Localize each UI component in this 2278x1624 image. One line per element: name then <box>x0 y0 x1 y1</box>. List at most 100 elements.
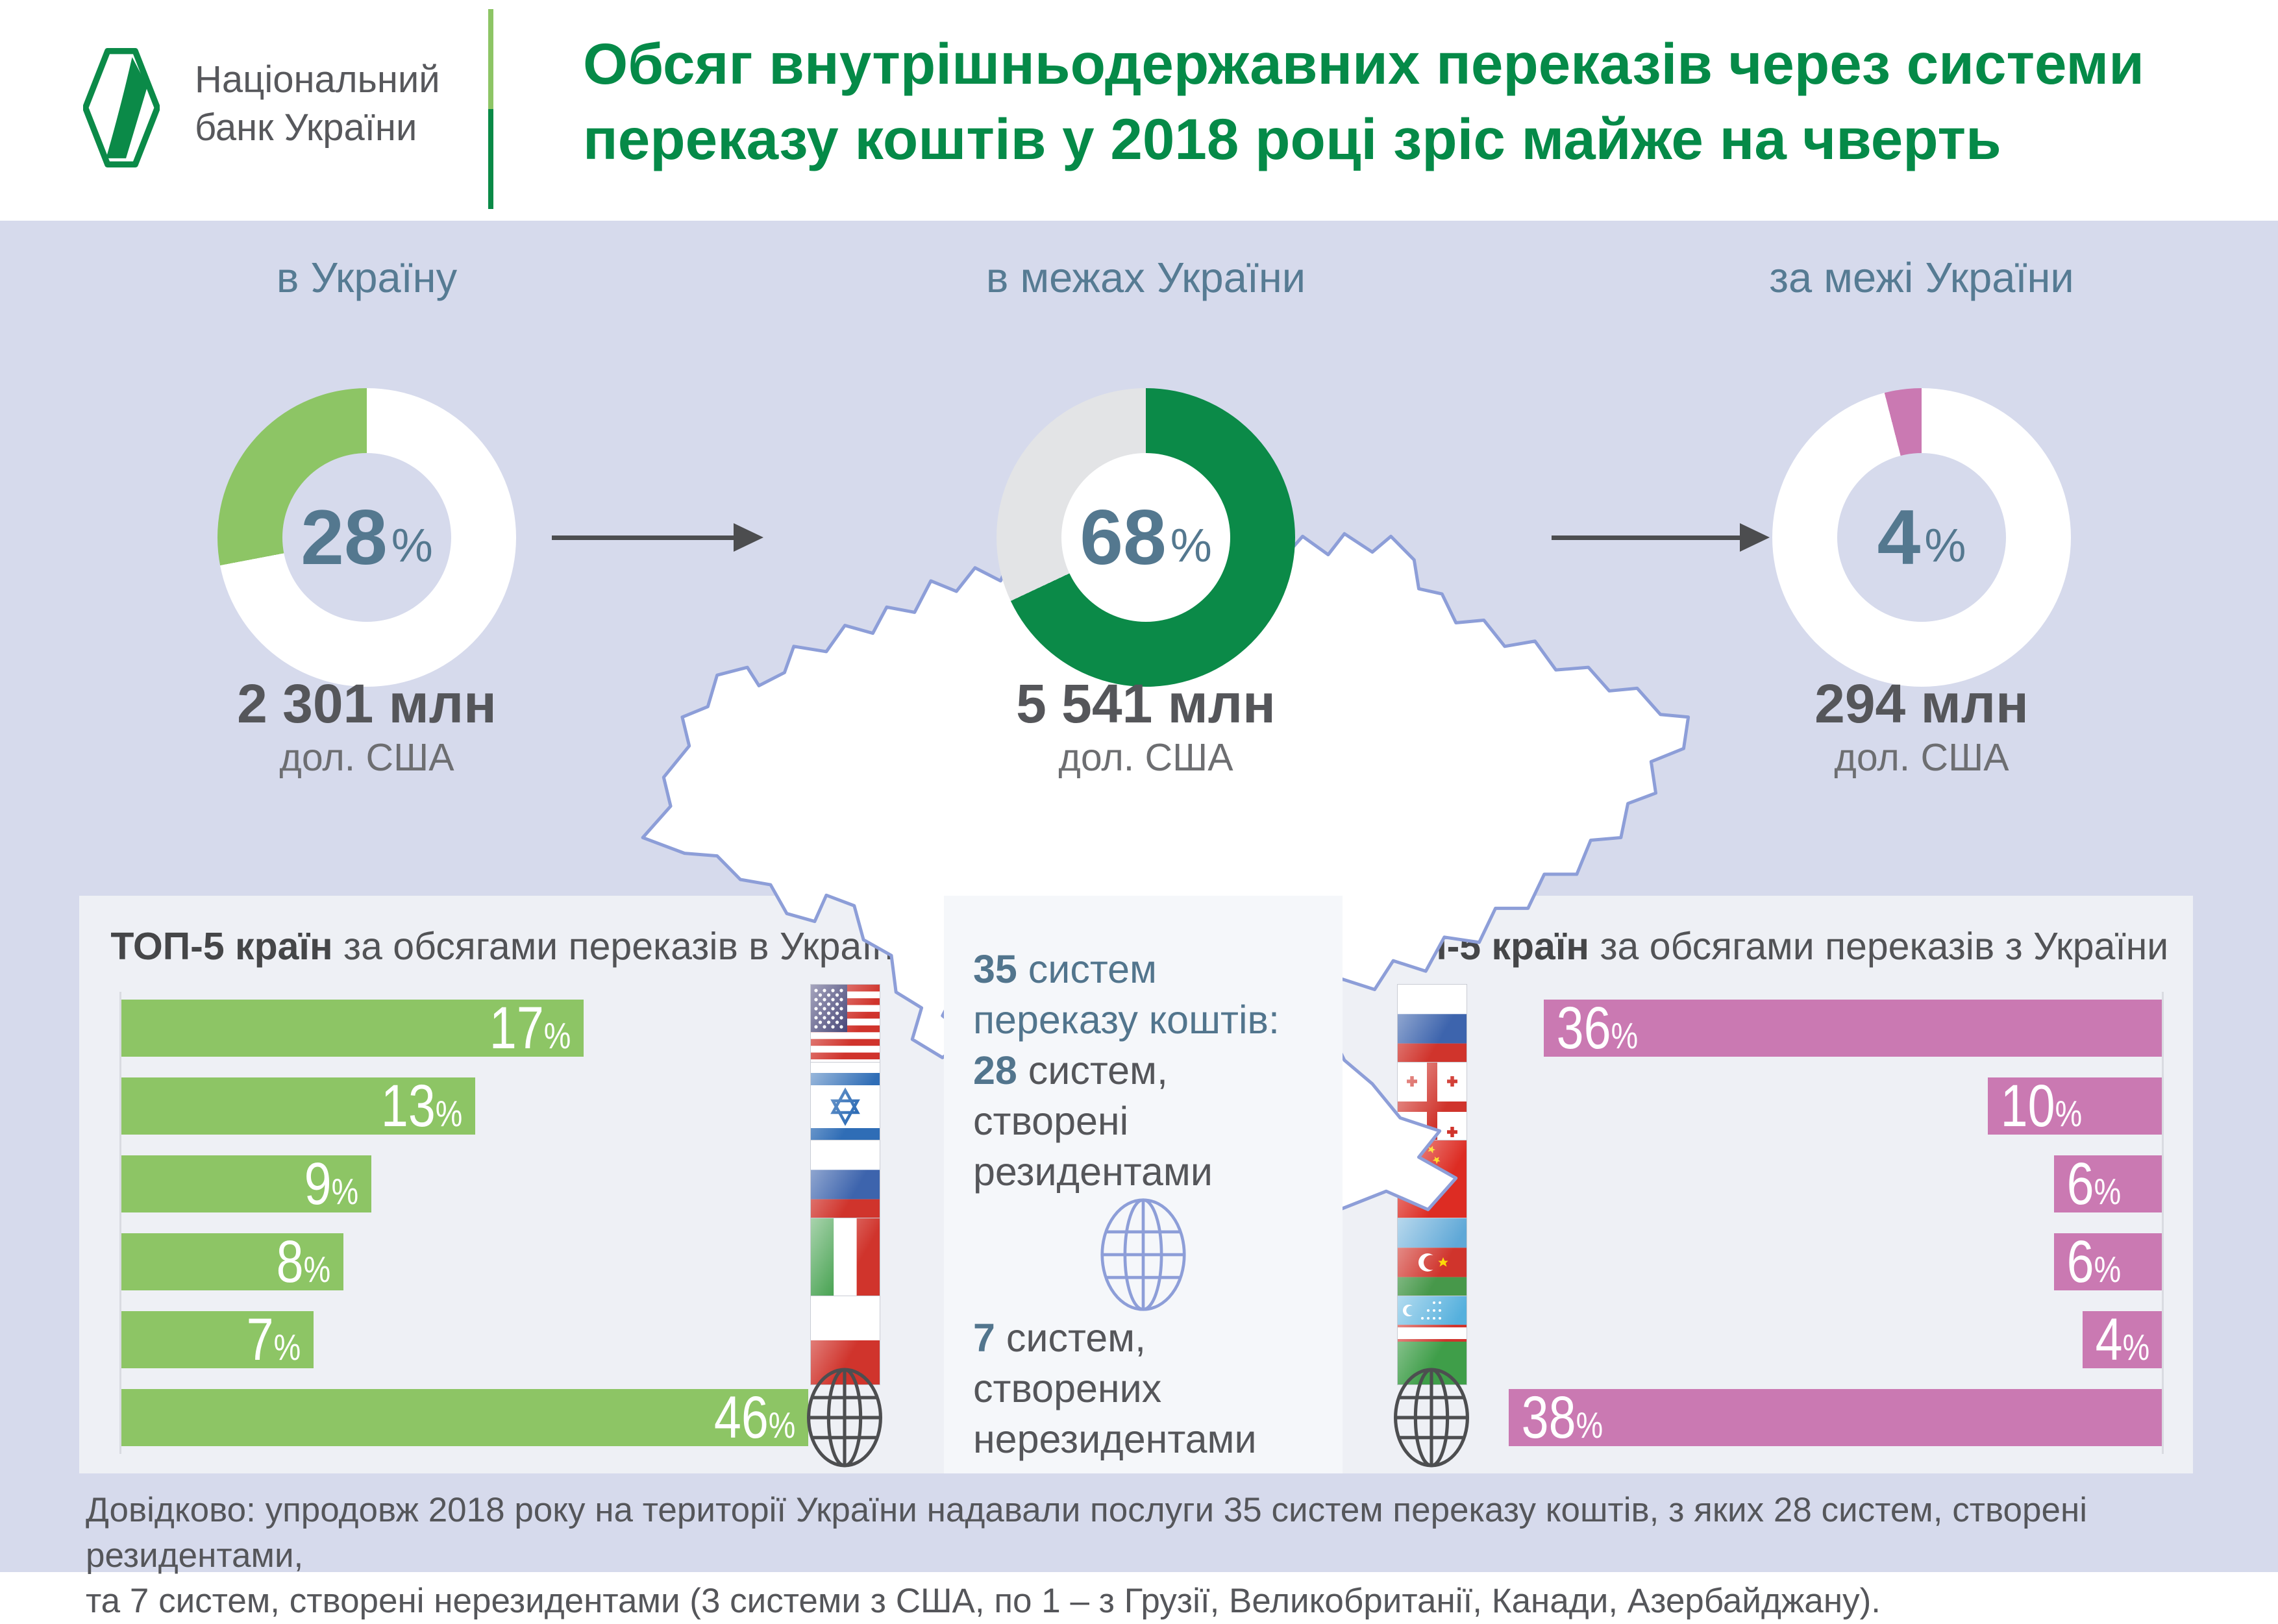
header-divider <box>488 9 493 209</box>
footnote-line1: Довідково: упродовж 2018 року на територ… <box>86 1491 2088 1575</box>
bar-row-other-countries: 38% <box>1343 1368 2193 1468</box>
label-out-of-ukraine: за межі України <box>1769 254 2074 301</box>
bar-russia: 9% <box>121 1151 371 1217</box>
bar-value-label: 10% <box>2000 1072 2083 1139</box>
amount-value: 2 301 млн <box>237 673 497 734</box>
donut-percent: 28 <box>301 494 388 581</box>
donut-within-ukraine: 68 % <box>997 388 1295 687</box>
bar-row-russia: 9% <box>79 1140 944 1229</box>
amount-into-ukraine: 2 301 млн дол. США <box>107 672 626 780</box>
systems-resident-number: 28 <box>973 1048 1017 1092</box>
bar-value-label: 6% <box>2066 1228 2122 1295</box>
russia-flag-icon <box>810 1140 880 1229</box>
donut-value: 28 % <box>217 388 516 687</box>
page-title-line2: переказу коштів у 2018 році зріс майже н… <box>583 106 2001 171</box>
label-within-ukraine: в межах України <box>985 254 1306 301</box>
bar-row-italy: 8% <box>79 1218 944 1307</box>
bar-italy: 8% <box>121 1229 343 1295</box>
bar-azerbaijan: 6% <box>2054 1229 2162 1295</box>
uzbekistan-flag-icon <box>1397 1296 1467 1385</box>
globe-icon <box>1097 1197 1189 1312</box>
footnote: Довідково: упродовж 2018 року на територ… <box>86 1488 2228 1624</box>
systems-panel: 35 систем переказу коштів: 28 систем, ст… <box>944 896 1343 1473</box>
donut-hole <box>1061 453 1230 622</box>
amount-within-ukraine: 5 541 млн дол. США <box>886 672 1405 780</box>
arrow-right-icon <box>552 523 763 552</box>
bar-row-azerbaijan: 6% <box>1343 1218 2193 1307</box>
amount-currency: дол. США <box>279 736 454 779</box>
usa-flag-icon <box>810 984 880 1074</box>
donut-value: 4 % <box>1772 388 2071 687</box>
israel-flag-icon <box>810 1062 880 1151</box>
bar-value-label: 4% <box>2095 1306 2150 1373</box>
bar-value-label: 8% <box>276 1228 331 1295</box>
donut-into-ukraine: 28 % <box>217 388 516 687</box>
donut-out-of-ukraine: 4 % <box>1772 388 2071 687</box>
globe-icon <box>804 1367 885 1468</box>
amount-out-of-ukraine: 294 млн дол. США <box>1662 672 2181 780</box>
arrow-right-icon <box>1552 523 1770 552</box>
label-into-ukraine: в Україну <box>276 254 458 301</box>
footnote-line2: та 7 систем, створені нерезидентами (3 с… <box>86 1582 1881 1620</box>
amount-currency: дол. США <box>1058 736 1233 779</box>
bar-israel: 13% <box>121 1073 475 1139</box>
bar-axis-line <box>119 992 121 1454</box>
bar-row-usa: 17% <box>79 984 944 1074</box>
panel-title-rest: за обсягами переказів з України <box>1589 925 2169 968</box>
bar-axis-line <box>2162 992 2164 1454</box>
bar-china: 6% <box>2054 1151 2162 1217</box>
donut-value: 68 % <box>997 388 1295 687</box>
poland-flag-icon <box>810 1296 880 1385</box>
donut-hole <box>282 453 451 622</box>
systems-nonresident-text: систем, створених нерезидентами <box>973 1316 1257 1461</box>
percent-sign: % <box>391 520 433 572</box>
bar-value-label: 6% <box>2066 1150 2122 1217</box>
percent-sign: % <box>1924 520 1966 572</box>
page-title: Обсяг внутрішньодержавних переказів чере… <box>583 26 2258 177</box>
bar-value-label: 7% <box>246 1306 301 1373</box>
panel-title-bold: ТОП-5 країн <box>110 925 333 968</box>
bar-value-label: 46% <box>713 1384 796 1451</box>
bar-other-countries: 46% <box>121 1384 808 1451</box>
systems-nonresident-number: 7 <box>973 1316 995 1360</box>
top5-into-ukraine-panel: ТОП-5 країн за обсягами переказів в Укра… <box>79 896 944 1473</box>
panel-title: ТОП-5 країн за обсягами переказів в Укра… <box>79 924 944 968</box>
bar-row-poland: 7% <box>79 1296 944 1385</box>
amount-value: 5 541 млн <box>1016 673 1276 734</box>
donut-percent: 68 <box>1080 494 1167 581</box>
donut-percent: 4 <box>1877 494 1921 581</box>
bar-value-label: 36% <box>1556 994 1639 1061</box>
percent-sign: % <box>1170 520 1212 572</box>
amount-value: 294 млн <box>1814 673 2029 734</box>
nbu-logo-icon <box>83 47 160 168</box>
bar-poland: 7% <box>121 1307 314 1373</box>
globe-icon <box>1391 1367 1472 1468</box>
bar-uzbekistan: 4% <box>2083 1307 2162 1373</box>
bank-name-line2: банк України <box>195 106 417 149</box>
italy-flag-icon <box>810 1218 880 1307</box>
bank-name: Національний банк України <box>195 56 440 152</box>
page-title-line1: Обсяг внутрішньодержавних переказів чере… <box>583 31 2144 96</box>
systems-total-number: 35 <box>973 947 1017 991</box>
systems-total: 35 систем переказу коштів: <box>973 944 1313 1045</box>
bar-value-label: 17% <box>489 994 571 1061</box>
azerbaijan-flag-icon <box>1397 1218 1467 1307</box>
panel-title-rest: за обсягами переказів в Україну <box>332 925 913 968</box>
bar-georgia: 10% <box>1988 1073 2162 1139</box>
infographic-canvas: в Україну в межах України за межі Україн… <box>0 221 2278 1620</box>
top5-out-of-ukraine-panel: ТОП-5 країн за обсягами переказів з Укра… <box>1343 896 2193 1473</box>
header: Національний банк України Обсяг внутрішн… <box>0 0 2278 221</box>
bar-russia: 36% <box>1544 995 2162 1061</box>
bar-other-countries: 38% <box>1509 1384 2162 1451</box>
systems-resident: 28 систем, створені резидентами <box>973 1045 1313 1197</box>
systems-resident-text: систем, створені резидентами <box>973 1048 1213 1194</box>
bar-row-other-countries: 46% <box>79 1368 944 1468</box>
bank-name-line1: Національний <box>195 58 440 101</box>
systems-total-text: систем переказу коштів: <box>973 947 1280 1042</box>
bar-value-label: 9% <box>304 1150 359 1217</box>
bar-row-israel: 13% <box>79 1062 944 1151</box>
bar-value-label: 38% <box>1521 1384 1603 1451</box>
bar-value-label: 13% <box>380 1072 463 1139</box>
bar-row-uzbekistan: 4% <box>1343 1296 2193 1385</box>
systems-nonresident: 7 систем, створених нерезидентами <box>973 1312 1313 1464</box>
